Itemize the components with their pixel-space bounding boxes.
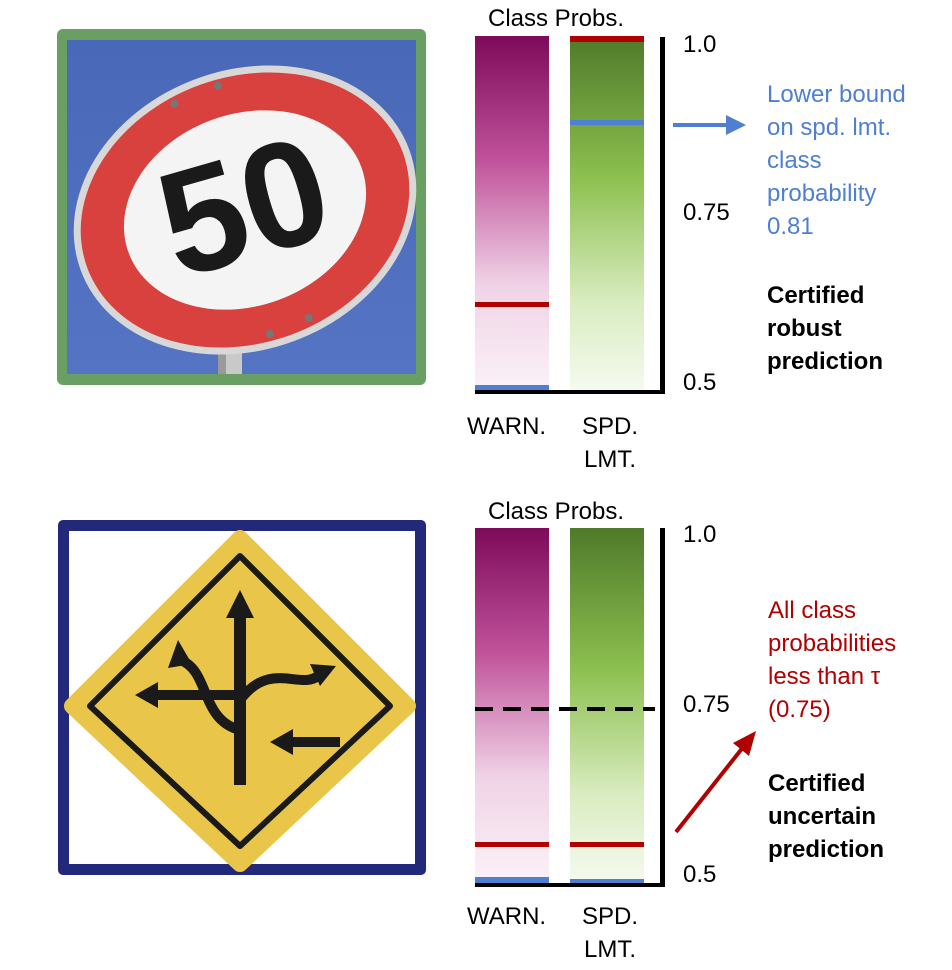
tick-label-0-75: 0.75 xyxy=(683,199,730,226)
result-label-robust: Certified robust prediction xyxy=(767,282,884,375)
spd-lmt-upper-bound-line xyxy=(570,36,644,42)
top-panel: 50 Class Probs. 1.0 0.75 0.5 WARN. SPD. … xyxy=(0,0,952,480)
column-title: Class Probs. xyxy=(488,498,625,525)
threshold-annotation: All class probabilities less than τ (0.7… xyxy=(768,597,897,723)
speed-limit-50-sign-icon xyxy=(73,65,417,355)
class-label-spd-lmt: SPD. LMT. xyxy=(582,413,639,473)
warn-class-bar xyxy=(475,528,549,883)
spd-lmt-upper-bound-line xyxy=(570,842,644,847)
warn-upper-bound-line xyxy=(475,842,549,847)
spd-lmt-class-bar xyxy=(570,36,644,391)
class-label-spd-lmt: SPD. LMT. xyxy=(582,903,639,963)
spd-lmt-class-bar xyxy=(570,528,644,883)
arrow-up-right-icon xyxy=(733,731,756,756)
probability-axis xyxy=(660,37,665,393)
class-label-warn: WARN. xyxy=(467,903,547,930)
class-label-warn: WARN. xyxy=(467,413,547,440)
warn-upper-bound-line xyxy=(475,302,549,307)
spd-lmt-lower-bound-line xyxy=(570,120,644,125)
tick-label-0-75: 0.75 xyxy=(683,691,730,718)
multiple-curves-warning-sign-icon xyxy=(64,530,416,872)
bottom-panel: Class Probs. 1.0 0.75 0.5 WARN. SPD. LMT… xyxy=(0,480,952,970)
spd-lmt-lower-bound-line xyxy=(570,879,644,884)
speed-limit-sign-image: 50 xyxy=(57,29,746,394)
tick-label-0-5: 0.5 xyxy=(683,861,717,888)
arrow-right-icon xyxy=(726,115,746,135)
probability-axis xyxy=(660,528,665,886)
tick-label-1-0: 1.0 xyxy=(683,521,717,548)
tick-label-1-0: 1.0 xyxy=(683,31,717,58)
lower-bound-annotation: Lower bound on spd. lmt. class probabili… xyxy=(767,81,906,240)
warn-class-bar xyxy=(475,36,549,391)
column-title: Class Probs. xyxy=(488,5,625,32)
warn-lower-bound-line xyxy=(475,385,549,391)
warn-lower-bound-line xyxy=(475,877,549,883)
warning-sign-image xyxy=(58,520,756,887)
result-label-uncertain: Certified uncertain prediction xyxy=(768,770,885,863)
tick-label-0-5: 0.5 xyxy=(683,369,717,396)
